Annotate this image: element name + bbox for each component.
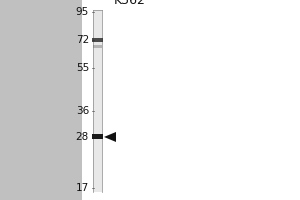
Text: 55: 55 bbox=[76, 63, 89, 73]
Text: 95: 95 bbox=[76, 7, 89, 17]
Text: 17: 17 bbox=[76, 183, 89, 193]
Polygon shape bbox=[104, 132, 116, 142]
Text: 28: 28 bbox=[76, 132, 89, 142]
Bar bbox=[93, 45, 102, 48]
Bar bbox=[92, 38, 103, 42]
Text: 72: 72 bbox=[76, 35, 89, 45]
Bar bbox=[82, 0, 300, 200]
Text: 36: 36 bbox=[76, 106, 89, 116]
Bar bbox=[93, 10, 102, 192]
Text: K562: K562 bbox=[114, 0, 146, 7]
Bar bbox=[92, 134, 103, 139]
